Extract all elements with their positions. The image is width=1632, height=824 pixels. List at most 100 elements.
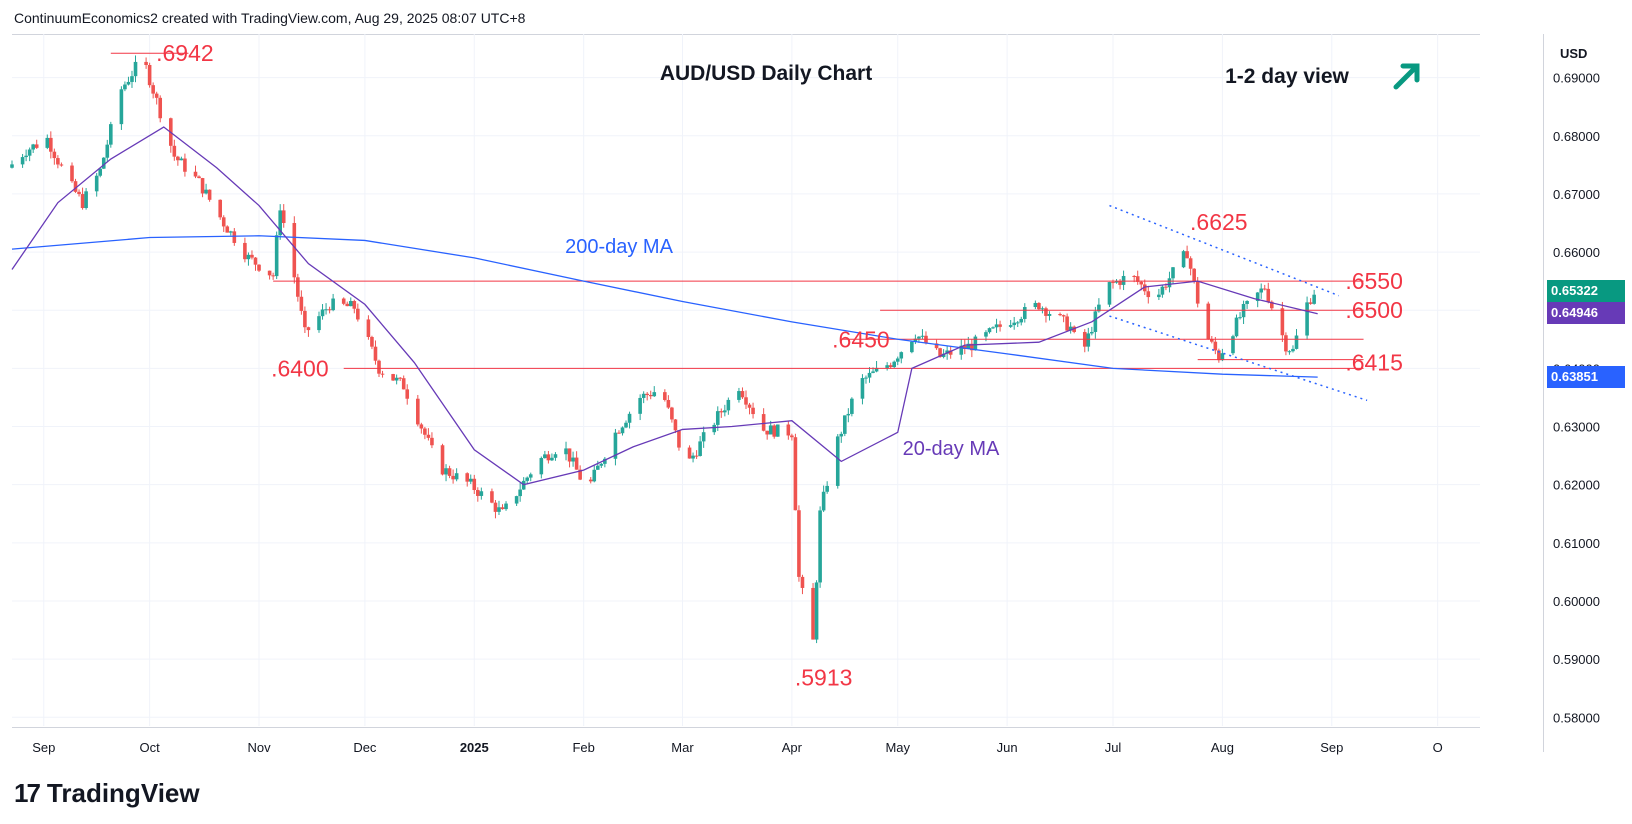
candle-body — [800, 576, 805, 588]
candle-body — [825, 485, 829, 492]
candle-body — [673, 419, 678, 431]
candle-body — [984, 332, 988, 337]
candle-body — [641, 393, 646, 398]
candle-body — [1167, 278, 1172, 288]
candle-body — [691, 455, 695, 459]
y-tick-label: 0.58000 — [1553, 710, 1600, 725]
candle-body — [772, 425, 777, 437]
level-label: .6400 — [271, 355, 329, 381]
candle-body — [1068, 326, 1073, 331]
candle-body — [225, 226, 230, 233]
candle-body — [73, 181, 78, 192]
candle-body — [994, 324, 999, 328]
candle-body — [303, 310, 307, 328]
y-tick-label: 0.66000 — [1553, 245, 1600, 260]
x-tick-label: Aug — [1211, 740, 1234, 755]
current-price-label[interactable]: 0.65322 — [1547, 280, 1625, 303]
candle-body — [34, 144, 39, 148]
candle-body — [938, 348, 942, 357]
candle-body — [715, 411, 720, 425]
candle-body — [694, 455, 699, 457]
candle-body — [10, 164, 14, 168]
candle-body — [1217, 350, 1221, 361]
candle-body — [27, 149, 32, 156]
candle-body — [1220, 353, 1225, 361]
candle-body — [80, 194, 85, 209]
candle-body — [1139, 281, 1144, 285]
ma20-label: 20-day MA — [903, 438, 1000, 460]
tradingview-logo[interactable]: 17 TradingView — [14, 778, 200, 809]
candle-body — [1262, 288, 1267, 290]
candle-body — [790, 435, 794, 438]
candle-body — [426, 434, 431, 438]
candle-body — [416, 398, 420, 425]
candle-body — [1269, 301, 1274, 309]
up-arrow-icon — [1393, 63, 1420, 90]
x-tick-label: Sep — [32, 740, 55, 755]
candle-body — [1210, 339, 1214, 342]
candle-body — [1294, 335, 1299, 349]
candle-body — [207, 189, 212, 200]
candle-body — [356, 308, 360, 320]
candle-body — [49, 137, 53, 152]
level-label: .6942 — [156, 40, 214, 66]
candle-body — [31, 144, 35, 150]
candle-body — [970, 343, 974, 351]
candle-body — [945, 350, 949, 354]
x-tick-label: Jul — [1105, 740, 1122, 755]
candle-body — [1022, 307, 1027, 319]
candle-body — [966, 343, 971, 350]
candle-body — [913, 338, 918, 342]
candle-body — [1188, 258, 1193, 269]
candle-body — [391, 374, 395, 381]
candle-body — [726, 399, 731, 411]
candle-body — [253, 257, 258, 265]
candle-body — [1231, 336, 1235, 354]
candle-body — [348, 301, 353, 307]
candle-body — [839, 433, 844, 437]
candle-body — [119, 89, 124, 125]
candle-body — [867, 372, 872, 378]
candle-body — [617, 432, 621, 434]
candle-body — [200, 178, 205, 194]
x-tick-label: Nov — [247, 740, 271, 755]
candle-body — [701, 432, 706, 442]
candle-body — [451, 475, 455, 480]
candle-body — [991, 327, 995, 329]
candle-body — [1213, 341, 1218, 351]
candle-body — [737, 391, 741, 400]
candle-body — [719, 411, 724, 413]
y-tick-label: 0.69000 — [1553, 71, 1600, 86]
candle-body — [564, 448, 568, 455]
candle-body — [768, 425, 773, 435]
candle-body — [797, 510, 801, 577]
candle-body — [476, 490, 480, 496]
candle-body — [871, 371, 875, 373]
candle-body — [197, 176, 201, 179]
candle-body — [1093, 311, 1098, 332]
candle-body — [934, 343, 939, 349]
currency-label[interactable]: USD — [1560, 46, 1588, 61]
candle-body — [1291, 348, 1295, 352]
y-tick-label: 0.67000 — [1553, 187, 1600, 202]
candle-body — [514, 496, 519, 504]
candle-body — [747, 404, 752, 408]
candle-body — [578, 469, 582, 480]
y-tick-label: 0.63000 — [1553, 420, 1600, 435]
plot-area[interactable] — [12, 34, 1480, 728]
candle-body — [599, 463, 604, 466]
current-price-label[interactable]: 0.64946 — [1547, 302, 1625, 325]
candle-body — [698, 441, 702, 456]
y-tick-label: 0.59000 — [1553, 652, 1600, 667]
candle-body — [1287, 351, 1292, 353]
candle-body — [1118, 281, 1122, 285]
candle-body — [1164, 286, 1168, 288]
current-price-label[interactable]: 0.63851 — [1547, 366, 1625, 389]
candle-body — [267, 270, 272, 276]
x-tick-label: Apr — [782, 740, 803, 755]
candle-body — [1142, 284, 1147, 292]
candle-body — [973, 336, 978, 351]
level-label: .6625 — [1190, 209, 1248, 235]
candle-body — [1266, 288, 1271, 302]
